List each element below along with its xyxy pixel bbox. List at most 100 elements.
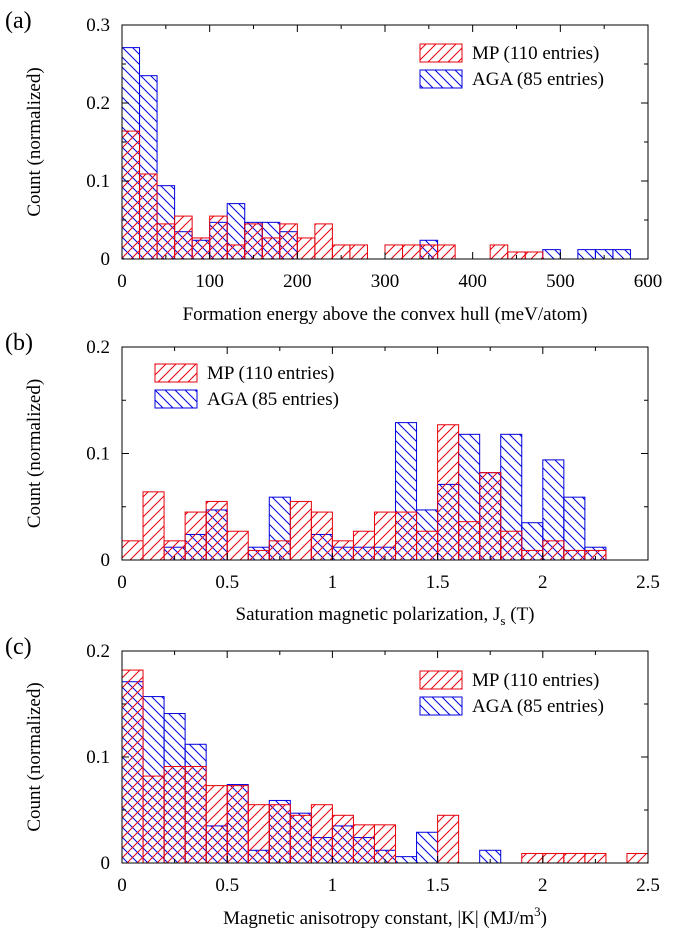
bar-mp <box>156 223 176 260</box>
bar-mp <box>296 237 316 260</box>
y-axis-label: Count (normalized) <box>24 682 45 831</box>
y-tick-label: 0.1 <box>86 444 110 465</box>
y-tick-label: 0.2 <box>86 93 110 114</box>
legend-label-aga: AGA (85 entries) <box>207 389 339 410</box>
bar-mp <box>349 244 368 260</box>
bar-mp <box>142 775 165 864</box>
bar-mp <box>373 824 397 864</box>
bar-mp <box>437 244 456 260</box>
bar-mp <box>542 540 565 561</box>
x-axis-label-tail: (T) <box>505 604 534 625</box>
bar-mp <box>310 804 333 864</box>
bar-mp <box>331 540 354 561</box>
legend-swatch-aga <box>419 696 463 716</box>
bar-mp <box>289 814 312 864</box>
x-tick-label: 0.5 <box>215 875 239 896</box>
bar-mp <box>626 852 649 864</box>
chart-panel-1: 0 100 200 300 400 500 600 0 0.1 0.2 0.3 (a) Count (n… <box>5 8 662 325</box>
bar-mp <box>184 511 207 561</box>
bar-aga <box>577 249 596 260</box>
x-tick-label: 0 <box>117 572 127 593</box>
legend: MP (110 entries) AGA (85 entries) <box>419 670 604 717</box>
bar-mp <box>163 766 186 864</box>
legend: MP (110 entries) AGA (85 entries) <box>154 363 339 410</box>
x-axis-label: Saturation magnetic polarization, Js (T) <box>236 604 535 628</box>
x-tick-label: 500 <box>546 271 575 292</box>
panel-label: (b) <box>5 330 33 356</box>
bar-mp <box>458 521 481 561</box>
bar-aga <box>416 831 439 864</box>
x-tick-label: 0.5 <box>215 572 239 593</box>
bar-mp <box>279 223 298 260</box>
bar-mp <box>247 804 270 864</box>
y-axis-label: Count (normalized) <box>24 379 45 528</box>
bar-mp <box>121 669 144 864</box>
legend-label-mp: MP (110 entries) <box>472 670 599 691</box>
series-mp <box>121 669 649 864</box>
legend-swatch-mp <box>419 670 463 690</box>
chart-panel-3: 0 0.5 1 1.5 2 2.5 0 0.1 0.2 (c) Count (normalized)… <box>5 634 660 929</box>
legend-swatch-mp <box>154 363 198 383</box>
panel-label: (c) <box>5 634 32 660</box>
bar-mp <box>524 251 544 260</box>
x-axis-label-main: Magnetic anisotropy constant, |K| (MJ/m <box>223 908 534 929</box>
bar-mp <box>395 511 418 561</box>
x-tick-label: 1 <box>328 572 338 593</box>
x-axis-label: Formation energy above the convex hull (… <box>183 304 588 325</box>
y-tick-label: 0.3 <box>86 15 110 36</box>
legend-label-aga: AGA (85 entries) <box>472 696 604 717</box>
bar-aga <box>612 249 631 260</box>
x-tick-label: 1.5 <box>426 875 450 896</box>
x-tick-label: 0 <box>117 271 127 292</box>
bar-mp <box>244 223 263 260</box>
bar-mp <box>121 130 141 260</box>
chart-panel-2: 0 0.5 1 1.5 2 2.5 0 0.1 0.2 (b) Count (normalized)… <box>5 330 660 628</box>
bar-aga <box>542 249 561 260</box>
bar-mp <box>314 223 333 260</box>
x-tick-label: 100 <box>195 271 224 292</box>
bar-mp <box>500 530 523 561</box>
bar-mp <box>205 500 228 561</box>
y-tick-label: 0 <box>101 550 111 571</box>
bar-mp <box>402 244 421 260</box>
bar-mp <box>121 540 144 561</box>
bar-mp <box>310 511 333 561</box>
bar-mp <box>437 814 460 864</box>
y-tick-label: 0.2 <box>86 641 110 662</box>
x-tick-label: 1.5 <box>426 572 450 593</box>
bar-mp <box>191 237 211 260</box>
y-tick-label: 0 <box>101 249 111 270</box>
bar-mp <box>142 491 165 561</box>
bar-mp <box>373 511 397 561</box>
y-tick-label: 0.1 <box>86 171 110 192</box>
panel-label: (a) <box>5 8 32 34</box>
bar-mp <box>139 173 158 260</box>
legend-swatch-mp <box>419 43 463 63</box>
bar-mp <box>261 237 281 260</box>
x-axis-label-sup: 3 <box>534 904 541 919</box>
y-tick-label: 0.2 <box>86 337 110 358</box>
bar-mp <box>384 244 404 260</box>
legend: MP (110 entries) AGA (85 entries) <box>419 43 604 90</box>
bar-mp <box>437 424 460 561</box>
bar-mp <box>289 500 312 561</box>
bar-mp <box>331 814 354 864</box>
bar-mp <box>226 785 249 864</box>
x-tick-label: 1 <box>328 875 338 896</box>
series-mp <box>121 130 544 260</box>
legend-label-mp: MP (110 entries) <box>207 363 334 384</box>
x-axis-label-tail: ) <box>541 908 547 929</box>
legend-swatch-aga <box>419 69 463 89</box>
bar-mp <box>416 530 439 561</box>
x-tick-label: 2 <box>538 572 548 593</box>
x-axis-label-main: Saturation magnetic polarization, J <box>236 604 501 625</box>
bar-mp <box>268 804 291 864</box>
x-axis-label-sub: s <box>500 613 505 628</box>
bar-mp <box>174 215 193 260</box>
x-tick-label: 300 <box>371 271 400 292</box>
bar-mp <box>226 530 249 561</box>
x-tick-label: 2.5 <box>636 875 660 896</box>
bar-aga <box>395 856 418 864</box>
bar-mp <box>479 472 502 561</box>
